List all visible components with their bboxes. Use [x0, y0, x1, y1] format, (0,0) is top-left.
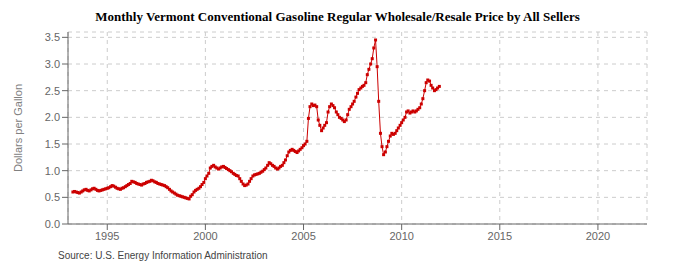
html-text:Monthly Vermont Conventional G: Monthly Vermont Conventional Gasoline Re…: [95, 9, 580, 24]
svg-text:2015: 2015: [488, 230, 512, 242]
svg-text:2020: 2020: [586, 230, 610, 242]
svg-text:2000: 2000: [193, 230, 217, 242]
svg-text:1.5: 1.5: [45, 138, 60, 150]
svg-text:0.5: 0.5: [45, 191, 60, 203]
svg-text:2.0: 2.0: [45, 111, 60, 123]
svg-text:0.0: 0.0: [45, 218, 60, 230]
html-text:Source: U.S. Energy Informatio: Source: U.S. Energy Information Administ…: [58, 250, 268, 261]
svg-text:3.5: 3.5: [45, 31, 60, 43]
svg-text:2.5: 2.5: [45, 85, 60, 97]
svg-text:2005: 2005: [291, 230, 315, 242]
svg-text:2010: 2010: [389, 230, 413, 242]
svg-text:1.0: 1.0: [45, 165, 60, 177]
svg-text:Dollars per Gallon: Dollars per Gallon: [12, 84, 24, 172]
svg-text:3.0: 3.0: [45, 58, 60, 70]
svg-text:1995: 1995: [95, 230, 119, 242]
